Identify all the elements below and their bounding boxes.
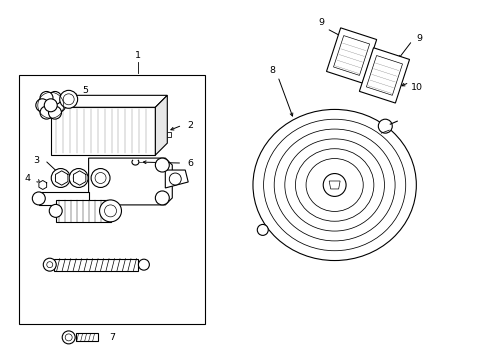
Text: 9: 9 [318,18,324,27]
Polygon shape [51,95,167,107]
Bar [54,259,138,271]
Polygon shape [333,36,369,75]
Circle shape [40,91,53,104]
Circle shape [32,192,45,205]
Polygon shape [165,170,188,188]
Polygon shape [366,55,402,95]
Circle shape [91,168,110,188]
Circle shape [53,99,65,112]
Polygon shape [359,48,409,103]
Circle shape [73,172,84,184]
Text: 1: 1 [135,51,141,60]
Polygon shape [326,28,376,83]
Text: 7: 7 [109,333,115,342]
Text: 5: 5 [82,86,88,95]
Circle shape [257,224,268,235]
Polygon shape [328,181,340,189]
Circle shape [36,99,49,112]
Circle shape [95,172,106,184]
Circle shape [48,106,61,119]
Bar [51,107,155,155]
Circle shape [155,158,169,172]
Bar [56,200,110,222]
Circle shape [48,91,61,104]
Circle shape [69,168,88,188]
Circle shape [40,106,53,119]
Ellipse shape [252,109,415,261]
Circle shape [44,99,57,112]
Polygon shape [39,192,88,205]
Circle shape [62,331,75,344]
Circle shape [43,258,56,271]
Bar [167,132,171,137]
Text: 2: 2 [187,121,193,130]
Polygon shape [39,180,46,189]
Text: 9: 9 [415,34,422,43]
Polygon shape [55,171,68,185]
Ellipse shape [323,174,346,197]
Text: 3: 3 [33,156,39,165]
Polygon shape [155,95,167,155]
Circle shape [49,204,62,217]
Text: 8: 8 [268,66,274,75]
Circle shape [138,259,149,270]
Circle shape [63,94,74,105]
Circle shape [65,334,72,341]
Circle shape [100,200,121,222]
Circle shape [51,168,70,188]
Circle shape [60,90,78,108]
Bar [76,333,98,341]
Circle shape [55,172,66,184]
Text: 6: 6 [187,158,193,167]
Circle shape [169,173,181,185]
Text: 10: 10 [410,83,423,92]
Polygon shape [88,158,172,205]
Circle shape [155,191,169,205]
Text: 4: 4 [25,174,31,183]
Polygon shape [73,171,86,185]
Circle shape [47,262,53,268]
Circle shape [104,205,116,217]
Circle shape [378,119,391,133]
Bar [19,75,205,324]
